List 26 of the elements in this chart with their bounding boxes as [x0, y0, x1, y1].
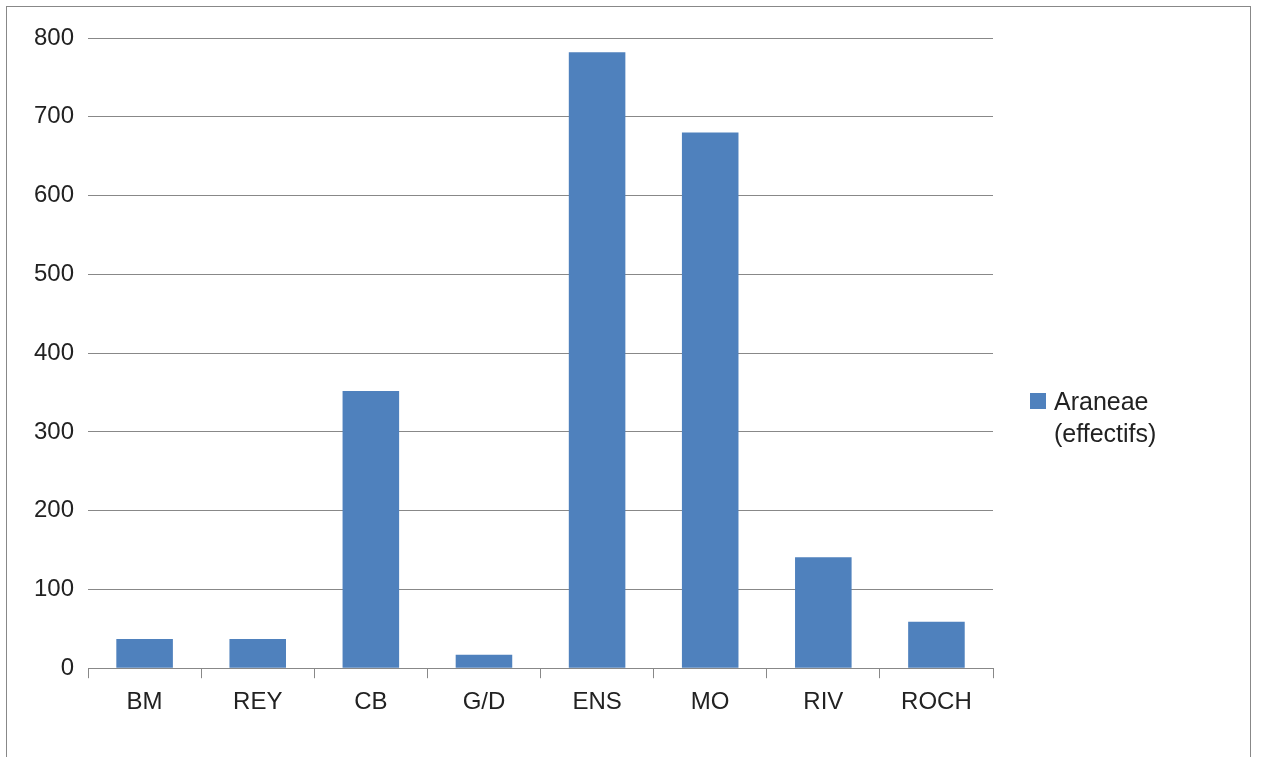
bar: [342, 390, 400, 668]
x-tick-label: MO: [690, 687, 730, 715]
y-tick-label: 300: [34, 416, 75, 444]
bar: [681, 132, 739, 668]
bar: [908, 621, 965, 668]
y-tick-label: 400: [34, 337, 75, 365]
x-tick-label: ROCH: [901, 687, 972, 715]
bar: [229, 639, 286, 668]
y-tick-label: 500: [34, 258, 75, 286]
x-tick-label: BM: [126, 687, 163, 715]
y-tick-label: 200: [34, 495, 75, 523]
x-tick-label: CB: [354, 687, 388, 715]
x-tick-label: ENS: [572, 687, 622, 715]
bar: [568, 52, 626, 668]
y-tick-label: 0: [60, 652, 75, 680]
x-tick-label: REY: [233, 687, 283, 715]
y-tick-label: 800: [34, 22, 75, 50]
legend-label: Araneae (effectifs): [1054, 386, 1158, 449]
y-tick-label: 700: [34, 101, 75, 129]
x-tick-label: RIV: [803, 687, 844, 715]
bar: [795, 557, 852, 668]
x-tick-label: G/D: [462, 687, 506, 715]
y-tick-label: 600: [34, 180, 75, 208]
bar: [455, 654, 513, 668]
y-tick-label: 100: [34, 574, 75, 602]
bar: [116, 639, 173, 668]
